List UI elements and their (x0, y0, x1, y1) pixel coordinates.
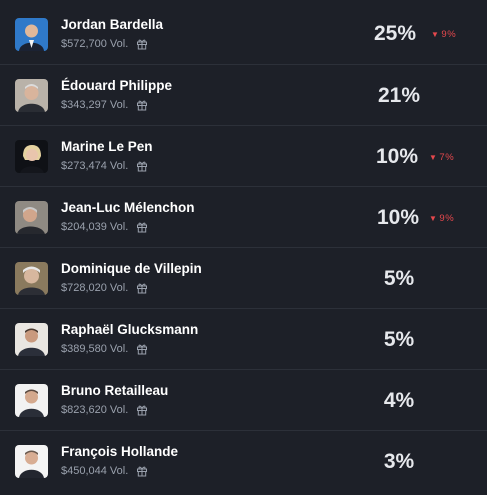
candidate-name: Jordan Bardella (61, 17, 164, 32)
candidate-percent: 5% (383, 328, 415, 351)
candidate-name: François Hollande (61, 444, 179, 459)
candidate-avatar (15, 445, 48, 478)
candidate-volume: $450,044 Vol. (61, 465, 148, 477)
change-value: 9% (439, 213, 455, 224)
gift-icon[interactable] (136, 404, 148, 416)
candidate-row[interactable]: Dominique de Villepin $728,020 Vol. 5% (0, 248, 487, 309)
candidate-percent: 10% (376, 145, 419, 168)
candidate-avatar (15, 384, 48, 417)
candidate-name: Édouard Philippe (61, 78, 173, 93)
candidate-volume: $343,297 Vol. (61, 99, 148, 111)
candidate-avatar (15, 140, 48, 173)
candidate-percent: 5% (383, 267, 415, 290)
triangle-down-icon: ▼ (429, 214, 438, 223)
candidate-volume: $273,474 Vol. (61, 160, 148, 172)
candidate-name: Jean-Luc Mélenchon (61, 200, 195, 215)
candidate-volume: $204,039 Vol. (61, 221, 148, 233)
volume-text: $823,620 Vol. (61, 404, 129, 416)
triangle-down-icon: ▼ (429, 153, 438, 162)
candidate-percent: 10% (377, 206, 420, 229)
change-indicator: ▼ 7% (429, 152, 454, 163)
change-value: 9% (441, 29, 457, 40)
change-indicator: ▼ 9% (431, 29, 456, 40)
gift-icon[interactable] (136, 221, 148, 233)
candidate-row[interactable]: Bruno Retailleau $823,620 Vol. 4% (0, 370, 487, 431)
candidate-row[interactable]: Raphaël Glucksmann $389,580 Vol. 5% (0, 309, 487, 370)
candidate-row[interactable]: Marine Le Pen $273,474 Vol. 10% ▼ 7% (0, 126, 487, 187)
gift-icon[interactable] (136, 160, 148, 172)
candidate-name: Raphaël Glucksmann (61, 322, 199, 337)
volume-text: $450,044 Vol. (61, 465, 129, 477)
volume-text: $728,020 Vol. (61, 282, 129, 294)
candidate-name: Marine Le Pen (61, 139, 153, 154)
candidate-avatar (15, 323, 48, 356)
candidate-volume: $728,020 Vol. (61, 282, 148, 294)
candidate-volume: $572,700 Vol. (61, 38, 148, 50)
volume-text: $343,297 Vol. (61, 99, 129, 111)
candidate-name: Dominique de Villepin (61, 261, 202, 276)
candidate-row[interactable]: François Hollande $450,044 Vol. 3% (0, 431, 487, 492)
candidate-percent: 21% (377, 84, 421, 107)
volume-text: $273,474 Vol. (61, 160, 129, 172)
volume-text: $389,580 Vol. (61, 343, 129, 355)
candidate-percent: 3% (383, 450, 415, 473)
candidate-avatar (15, 262, 48, 295)
volume-text: $204,039 Vol. (61, 221, 129, 233)
volume-text: $572,700 Vol. (61, 38, 129, 50)
triangle-down-icon: ▼ (431, 30, 440, 39)
candidate-row[interactable]: Édouard Philippe $343,297 Vol. 21% (0, 65, 487, 126)
gift-icon[interactable] (136, 465, 148, 477)
candidate-volume: $823,620 Vol. (61, 404, 148, 416)
candidate-name: Bruno Retailleau (61, 383, 169, 398)
candidate-avatar (15, 201, 48, 234)
gift-icon[interactable] (136, 38, 148, 50)
gift-icon[interactable] (136, 343, 148, 355)
candidate-percent: 4% (383, 389, 415, 412)
candidate-row[interactable]: Jordan Bardella $572,700 Vol. 25% ▼ 9% (0, 4, 487, 65)
change-indicator: ▼ 9% (429, 213, 454, 224)
candidate-row[interactable]: Jean-Luc Mélenchon $204,039 Vol. 10% ▼ 9% (0, 187, 487, 248)
candidate-percent: 25% (374, 22, 417, 45)
change-value: 7% (439, 152, 455, 163)
candidate-volume: $389,580 Vol. (61, 343, 148, 355)
candidate-avatar (15, 79, 48, 112)
gift-icon[interactable] (136, 99, 148, 111)
gift-icon[interactable] (136, 282, 148, 294)
candidate-avatar (15, 18, 48, 51)
